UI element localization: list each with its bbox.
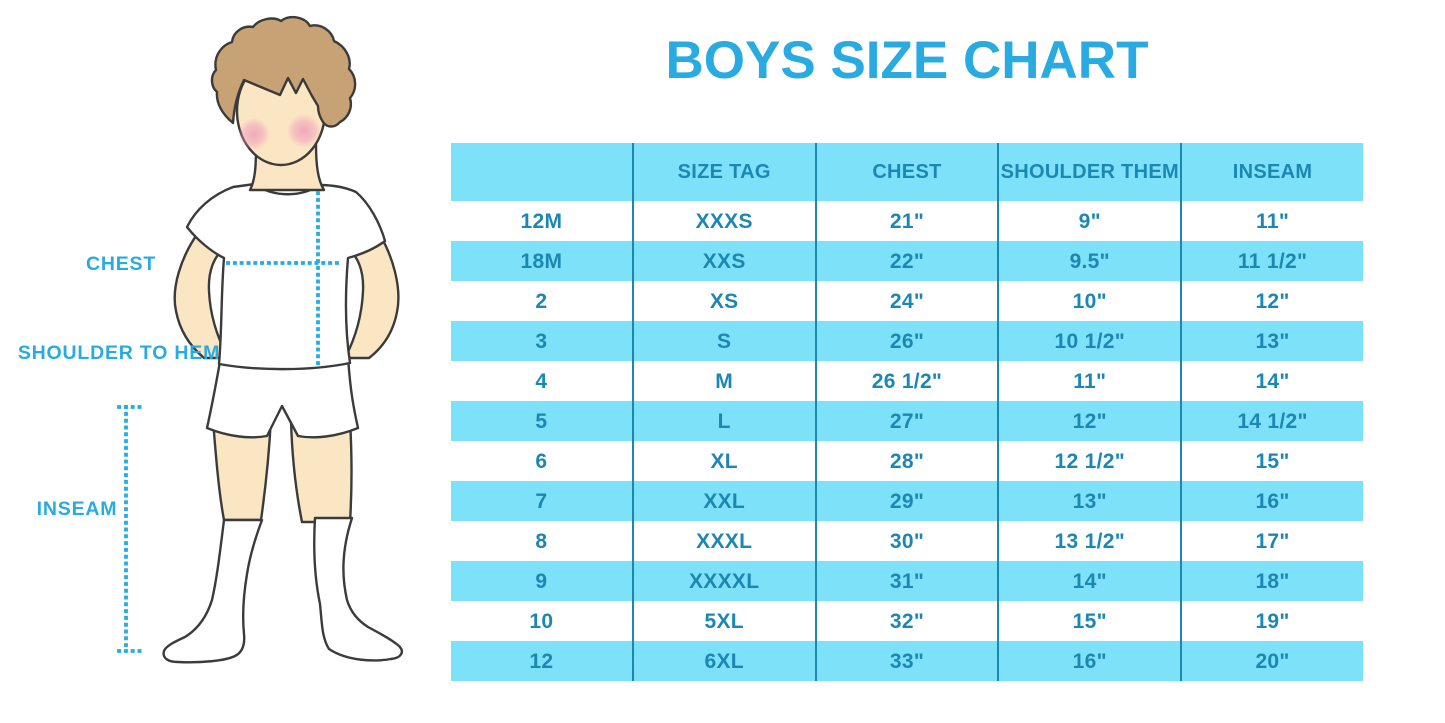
- table-row: 12M XXXS 21" 9" 11": [451, 201, 1363, 241]
- table-cell: 14": [1180, 361, 1363, 401]
- table-cell: 33": [814, 641, 999, 681]
- table-row: 5 L 27" 12" 14 1/2": [451, 401, 1363, 441]
- size-table-body: 12M XXXS 21" 9" 11" 18M XXS 22" 9.5" 11 1/2" 2 XS 24…: [451, 201, 1363, 681]
- table-cell: 18": [1180, 561, 1363, 601]
- table-cell: 7: [451, 481, 633, 521]
- left-cheek-blush: [238, 118, 270, 150]
- left-sock: [162, 518, 264, 664]
- table-cell: 8: [535, 529, 548, 553]
- size-table-container: SIZE TAG CHEST SHOULDER THEM INSEAM 12M X…: [451, 143, 1363, 681]
- col-header-size-tag: SIZE TAG: [631, 143, 816, 201]
- table-cell: 30": [814, 521, 999, 561]
- table-cell: XXXXL: [631, 561, 816, 601]
- table-cell: 27": [814, 401, 999, 441]
- table-row: 18M XXS 22" 9.5" 11 1/2": [451, 241, 1363, 281]
- table-cell: XXL: [631, 481, 816, 521]
- table-cell: 9: [451, 561, 633, 601]
- header-row: SIZE TAG CHEST SHOULDER THEM INSEAM: [451, 143, 1363, 201]
- left-arm: [173, 231, 230, 360]
- table-cell: 16": [997, 641, 1182, 681]
- col-header-inseam: INSEAM: [1180, 143, 1363, 201]
- table-cell: 22": [814, 241, 999, 281]
- table-cell: 13 1/2": [997, 521, 1182, 561]
- table-cell: 5: [451, 401, 633, 441]
- table-cell: 4: [535, 369, 548, 393]
- table-cell: 9.5": [997, 241, 1182, 281]
- table-cell: XXXS: [631, 201, 816, 241]
- boy-measurement-figure: CHEST SHOULDER TO HEM INSEAM: [18, 15, 403, 664]
- table-cell: 28": [814, 441, 999, 481]
- table-cell: 14": [997, 561, 1182, 601]
- table-cell: 29": [814, 481, 999, 521]
- col-header-size: [451, 143, 633, 201]
- t-shirt: [185, 182, 387, 371]
- table-cell: 12M: [520, 209, 563, 233]
- table-cell: 11 1/2": [1180, 241, 1363, 281]
- page-title: BOYS SIZE CHART: [665, 31, 1149, 90]
- table-cell: 10: [529, 609, 554, 633]
- table-cell: 21": [814, 201, 999, 241]
- table-row: 9 XXXXL 31" 14" 18": [451, 561, 1363, 601]
- table-cell: 13": [1180, 321, 1363, 361]
- table-cell: 3: [451, 321, 633, 361]
- table-row: 3 S 26" 10 1/2" 13": [451, 321, 1363, 361]
- col-header-chest: CHEST: [814, 143, 999, 201]
- table-cell: L: [631, 401, 816, 441]
- table-cell: 10": [997, 281, 1182, 321]
- table-cell: 31": [814, 561, 999, 601]
- table-cell: 11": [997, 361, 1182, 401]
- table-cell: 26": [814, 321, 999, 361]
- table-cell: 19": [1180, 601, 1363, 641]
- table-row: 7 XXL 29" 13" 16": [451, 481, 1363, 521]
- table-cell: 12": [997, 401, 1182, 441]
- table-row: 8 XXXL 30" 13 1/2" 17": [451, 521, 1363, 561]
- right-cheek-blush: [287, 114, 321, 148]
- table-cell: 13": [997, 481, 1182, 521]
- col-header-shoulder-them: SHOULDER THEM: [997, 143, 1182, 201]
- table-cell: XXXL: [631, 521, 816, 561]
- table-cell: 9": [997, 201, 1182, 241]
- table-cell: 11": [1180, 201, 1363, 241]
- table-cell: 10 1/2": [997, 321, 1182, 361]
- table-row: 6 XL 28" 12 1/2" 15": [451, 441, 1363, 481]
- table-cell: 17": [1180, 521, 1363, 561]
- table-cell: 20": [1180, 641, 1363, 681]
- table-cell: 6XL: [631, 641, 816, 681]
- right-arm: [343, 228, 400, 360]
- table-cell: 32": [814, 601, 999, 641]
- table-row: 12 6XL 33" 16" 20": [451, 641, 1363, 681]
- table-cell: M: [631, 361, 816, 401]
- table-cell: 6: [535, 449, 548, 473]
- table-cell: 26 1/2": [814, 361, 999, 401]
- table-cell: 16": [1180, 481, 1363, 521]
- table-cell: 2: [535, 289, 548, 313]
- table-cell: 12 1/2": [997, 441, 1182, 481]
- table-row: 10 5XL 32" 15" 19": [451, 601, 1363, 641]
- table-cell: 18M: [451, 241, 633, 281]
- table-cell: 15": [1180, 441, 1363, 481]
- chest-label: CHEST: [86, 253, 156, 275]
- table-cell: 14 1/2": [1180, 401, 1363, 441]
- table-cell: XS: [631, 281, 816, 321]
- size-table-header: SIZE TAG CHEST SHOULDER THEM INSEAM: [451, 143, 1363, 201]
- shoulder-to-hem-label: SHOULDER TO HEM: [18, 342, 220, 364]
- inseam-label: INSEAM: [37, 498, 118, 520]
- hair: [210, 15, 357, 128]
- table-cell: XXS: [631, 241, 816, 281]
- table-cell: 12": [1180, 281, 1363, 321]
- table-row: 4 M 26 1/2" 11" 14": [451, 361, 1363, 401]
- table-cell: 5XL: [631, 601, 816, 641]
- shorts: [205, 354, 360, 439]
- table-cell: XL: [631, 441, 816, 481]
- size-table: SIZE TAG CHEST SHOULDER THEM INSEAM 12M X…: [451, 143, 1363, 681]
- table-cell: 15": [997, 601, 1182, 641]
- table-row: 2 XS 24" 10" 12": [451, 281, 1363, 321]
- right-sock: [313, 516, 403, 662]
- table-cell: 24": [814, 281, 999, 321]
- table-cell: 12: [451, 641, 633, 681]
- table-cell: S: [631, 321, 816, 361]
